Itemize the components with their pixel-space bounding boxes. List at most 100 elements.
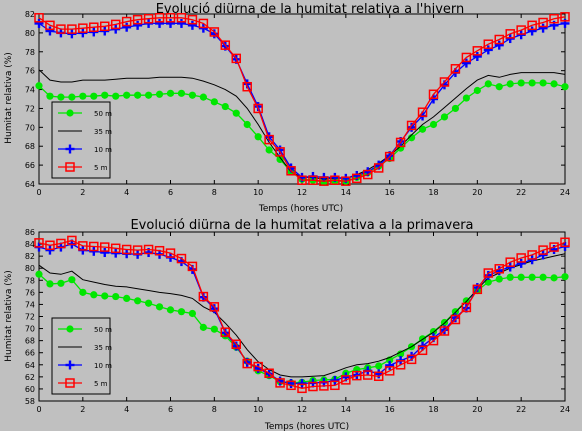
x-tick-label: 16 (385, 188, 395, 197)
y-tick-label: 86 (25, 228, 35, 237)
x-tick-label: 8 (212, 188, 217, 197)
data-point (243, 120, 251, 129)
data-point (429, 120, 438, 129)
data-point (34, 13, 44, 23)
data-point (550, 80, 558, 88)
data-point (473, 86, 481, 95)
legend-item: 35 m (58, 128, 112, 136)
data-point (112, 292, 120, 301)
data-point (440, 113, 449, 121)
data-point (166, 18, 175, 28)
data-point (472, 52, 482, 61)
data-point (89, 22, 99, 32)
legend-marker (65, 144, 75, 154)
data-point (341, 176, 351, 186)
x-tick-label: 6 (168, 405, 173, 414)
data-point (154, 13, 165, 23)
data-point (122, 22, 132, 32)
data-point (253, 103, 263, 114)
data-point (352, 370, 362, 381)
data-point (176, 18, 186, 28)
data-point (561, 273, 569, 281)
y-tick-label: 78 (25, 276, 35, 285)
data-point (384, 151, 395, 162)
data-point (406, 354, 417, 365)
x-tick-label: 8 (212, 405, 217, 414)
data-point (472, 284, 483, 295)
y-tick-label: 70 (25, 325, 35, 334)
data-point (177, 89, 186, 97)
data-point (483, 39, 494, 49)
legend-label: 10 m (94, 146, 112, 154)
data-point (56, 24, 66, 34)
y-tick-label: 64 (25, 361, 35, 370)
data-point (319, 176, 329, 186)
y-axis-label: Humitat relativa (%) (4, 270, 14, 362)
data-point (297, 383, 307, 394)
x-tick-label: 4 (124, 188, 129, 197)
data-point (385, 360, 395, 370)
data-point (494, 34, 504, 45)
data-point (89, 241, 99, 252)
x-tick-label: 12 (297, 188, 307, 197)
data-point (297, 175, 307, 185)
data-point (265, 146, 273, 154)
data-point (286, 380, 296, 391)
data-point (67, 235, 77, 246)
plot-area (38, 13, 566, 185)
data-point (78, 241, 88, 251)
y-tick-label: 58 (25, 397, 35, 406)
data-point (417, 107, 428, 117)
legend: 50 m 35 m 10 m 5 m (51, 101, 112, 179)
data-point (155, 90, 164, 98)
legend-box (51, 317, 111, 395)
data-point (516, 253, 526, 263)
series-line (38, 239, 566, 389)
data-point (407, 122, 417, 132)
data-point (373, 371, 384, 382)
spring-humidity-chart: Evolució diürna de la humitat relativa a… (4, 218, 570, 431)
data-point (264, 368, 274, 378)
data-point (56, 238, 66, 249)
data-point (494, 40, 504, 50)
y-tick-label: 82 (25, 10, 35, 19)
data-point (166, 306, 175, 314)
data-point (232, 109, 240, 117)
data-point (45, 240, 55, 251)
y-tick-label: 68 (25, 142, 35, 151)
data-point (373, 163, 384, 173)
y-tick-label: 62 (25, 373, 35, 382)
series-line (38, 16, 566, 182)
legend-box (51, 101, 111, 179)
data-point (133, 20, 143, 30)
data-point (100, 21, 110, 32)
x-tick-label: 16 (385, 405, 395, 414)
data-point (538, 23, 548, 33)
data-point (166, 89, 175, 97)
x-tick-label: 4 (124, 405, 129, 414)
x-tick-label: 20 (472, 188, 482, 197)
legend-marker (65, 162, 75, 172)
data-point (517, 273, 525, 281)
data-point (253, 361, 263, 372)
x-tick-label: 18 (428, 188, 438, 197)
x-tick-label: 2 (80, 405, 85, 414)
data-point (57, 93, 65, 101)
y-axis-label: Humitat relativa (%) (4, 52, 14, 144)
data-point (538, 17, 548, 28)
chart-title: Evolució diürna de la humitat relativa a… (156, 2, 465, 17)
y-tick-label: 82 (25, 252, 35, 261)
x-tick-label: 6 (168, 188, 173, 197)
data-point (483, 268, 494, 278)
data-point (209, 304, 219, 314)
data-point (483, 45, 493, 55)
data-point (451, 104, 460, 113)
data-point (134, 297, 142, 305)
x-tick-label: 22 (516, 405, 526, 414)
data-point (110, 19, 121, 30)
x-tick-label: 14 (341, 188, 351, 197)
data-point (462, 94, 470, 102)
data-point (188, 309, 197, 318)
data-point (319, 381, 329, 391)
